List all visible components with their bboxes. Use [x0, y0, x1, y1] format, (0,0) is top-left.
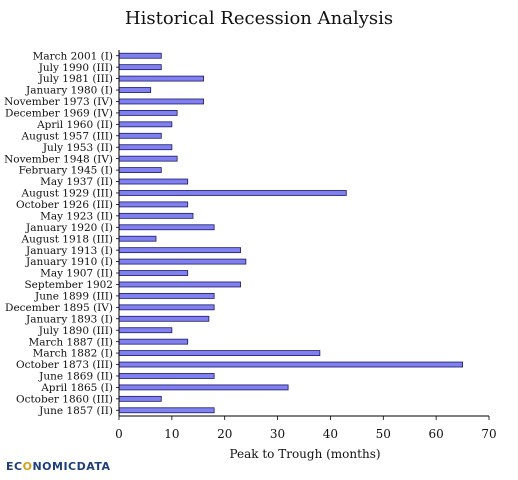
bar: [118, 212, 194, 219]
bar: [118, 270, 189, 276]
category-label: May 1923 (II): [40, 210, 113, 222]
bar: [118, 235, 157, 242]
bar: [118, 281, 241, 288]
category-label: April 1865 (I): [40, 382, 113, 394]
category-label: December 1969 (IV): [5, 108, 113, 120]
economicdata-logo: ECONOMICDATA: [6, 460, 111, 473]
bar: [118, 52, 162, 59]
bar: [118, 132, 162, 139]
bar: [118, 87, 152, 93]
category-label: September 1902: [24, 279, 113, 291]
bars-layer: [118, 52, 463, 414]
category-label: January 1913 (I): [25, 245, 113, 257]
bar: [118, 407, 215, 414]
category-label: October 1926 (III): [16, 199, 113, 211]
category-label: October 1860 (III): [16, 393, 113, 405]
category-label: July 1981 (III): [38, 73, 113, 85]
logo-text-start: EC: [6, 460, 23, 473]
category-label: December 1895 (IV): [5, 302, 113, 314]
x-tick-label: 20: [217, 427, 232, 441]
bar: [118, 167, 162, 173]
category-label: April 1960 (II): [36, 119, 113, 131]
bar: [118, 293, 215, 299]
category-labels-layer: March 2001 (I)July 1990 (III)July 1981 (…: [4, 50, 113, 417]
category-label: May 1907 (II): [40, 268, 113, 280]
bar: [118, 201, 189, 208]
logo-text-end: NOMICDATA: [32, 460, 111, 473]
bar: [118, 144, 173, 151]
x-tick-label: 40: [323, 427, 338, 441]
bar: [118, 338, 189, 345]
bar: [118, 98, 204, 105]
category-label: May 1937 (II): [40, 176, 113, 188]
category-label: August 1929 (III): [21, 188, 113, 200]
bar: [118, 110, 178, 116]
category-label: January 1980 (I): [25, 85, 113, 97]
bar: [118, 258, 247, 265]
x-tick-label: 30: [270, 427, 285, 441]
bar: [118, 247, 241, 254]
bar: [118, 190, 347, 196]
bar: [118, 327, 173, 334]
logo-text-accent: O: [22, 460, 33, 473]
category-label: January 1893 (I): [25, 313, 113, 325]
category-label: June 1899 (III): [34, 291, 113, 303]
x-tick-label: 70: [481, 427, 496, 441]
bar: [118, 304, 215, 311]
chart-title: Historical Recession Analysis: [124, 8, 394, 29]
bar: [118, 178, 189, 185]
x-axis-label: Peak to Trough (months): [229, 447, 380, 461]
category-label: July 1990 (III): [38, 62, 113, 74]
bar: [118, 361, 463, 368]
category-label: February 1945 (I): [19, 165, 113, 177]
category-label: July 1953 (II): [42, 142, 113, 154]
category-label: August 1918 (III): [21, 233, 113, 245]
bar: [118, 373, 215, 379]
bar: [118, 75, 204, 82]
x-tick-label: 0: [115, 427, 123, 441]
x-tick-label: 50: [376, 427, 391, 441]
category-label: January 1920 (I): [25, 222, 113, 234]
axes-layer: 0 10 20 30 40 50 60 70: [115, 50, 497, 441]
category-label: June 1869 (II): [38, 371, 113, 383]
category-label: March 2001 (I): [33, 50, 113, 62]
category-label: July 1890 (III): [38, 325, 113, 337]
bar: [118, 64, 162, 71]
bar: [118, 155, 178, 162]
category-label: November 1948 (IV): [4, 153, 113, 165]
x-tick-label: 10: [164, 427, 179, 441]
bar: [118, 121, 173, 128]
category-label: June 1857 (II): [38, 405, 113, 417]
category-label: October 1873 (III): [16, 359, 113, 371]
bar: [118, 384, 289, 391]
bar: [118, 395, 162, 402]
bar: [118, 350, 321, 356]
category-label: March 1887 (II): [28, 336, 113, 348]
x-tick-label: 60: [428, 427, 443, 441]
bar: [118, 224, 215, 231]
category-label: January 1910 (I): [25, 256, 113, 268]
category-label: November 1973 (IV): [4, 96, 113, 108]
bar: [118, 315, 210, 322]
category-label: March 1882 (I): [33, 348, 113, 360]
category-label: August 1957 (III): [21, 130, 113, 142]
